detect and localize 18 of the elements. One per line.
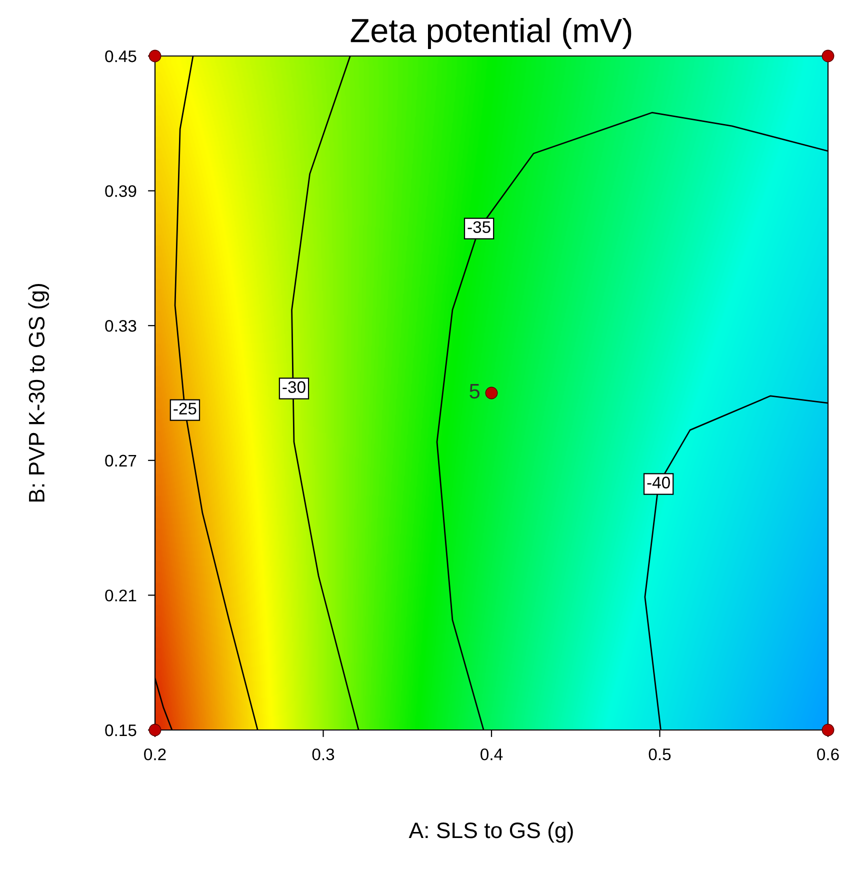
- y-tick-label: 0.39: [105, 185, 136, 198]
- y-tick-label: 0.33: [105, 320, 136, 332]
- annotation: -30: [282, 381, 306, 393]
- x-tick-label: 0.4: [480, 748, 503, 760]
- y-tick-label: 0.21: [105, 590, 136, 602]
- point: [485, 386, 498, 400]
- y-axis-title: B: PVP K-30 to GS (g): [28, 284, 49, 502]
- y-tick-label: 0.45: [105, 50, 136, 62]
- y-tick-label: 0.27: [105, 454, 136, 467]
- x-tick-label: 0.5: [648, 748, 671, 760]
- annotation: 5: [470, 384, 480, 399]
- y-tick-label: 0.15: [105, 724, 136, 736]
- point: [822, 50, 834, 62]
- x-tick-label: 0.3: [312, 748, 334, 760]
- x-axis-title: A: SLS to GS (g): [408, 822, 573, 843]
- x-tick-label: 0.6: [817, 748, 839, 760]
- chart-title: Zeta potential (mV): [350, 18, 632, 50]
- x-tick-label: 0.2: [144, 748, 166, 760]
